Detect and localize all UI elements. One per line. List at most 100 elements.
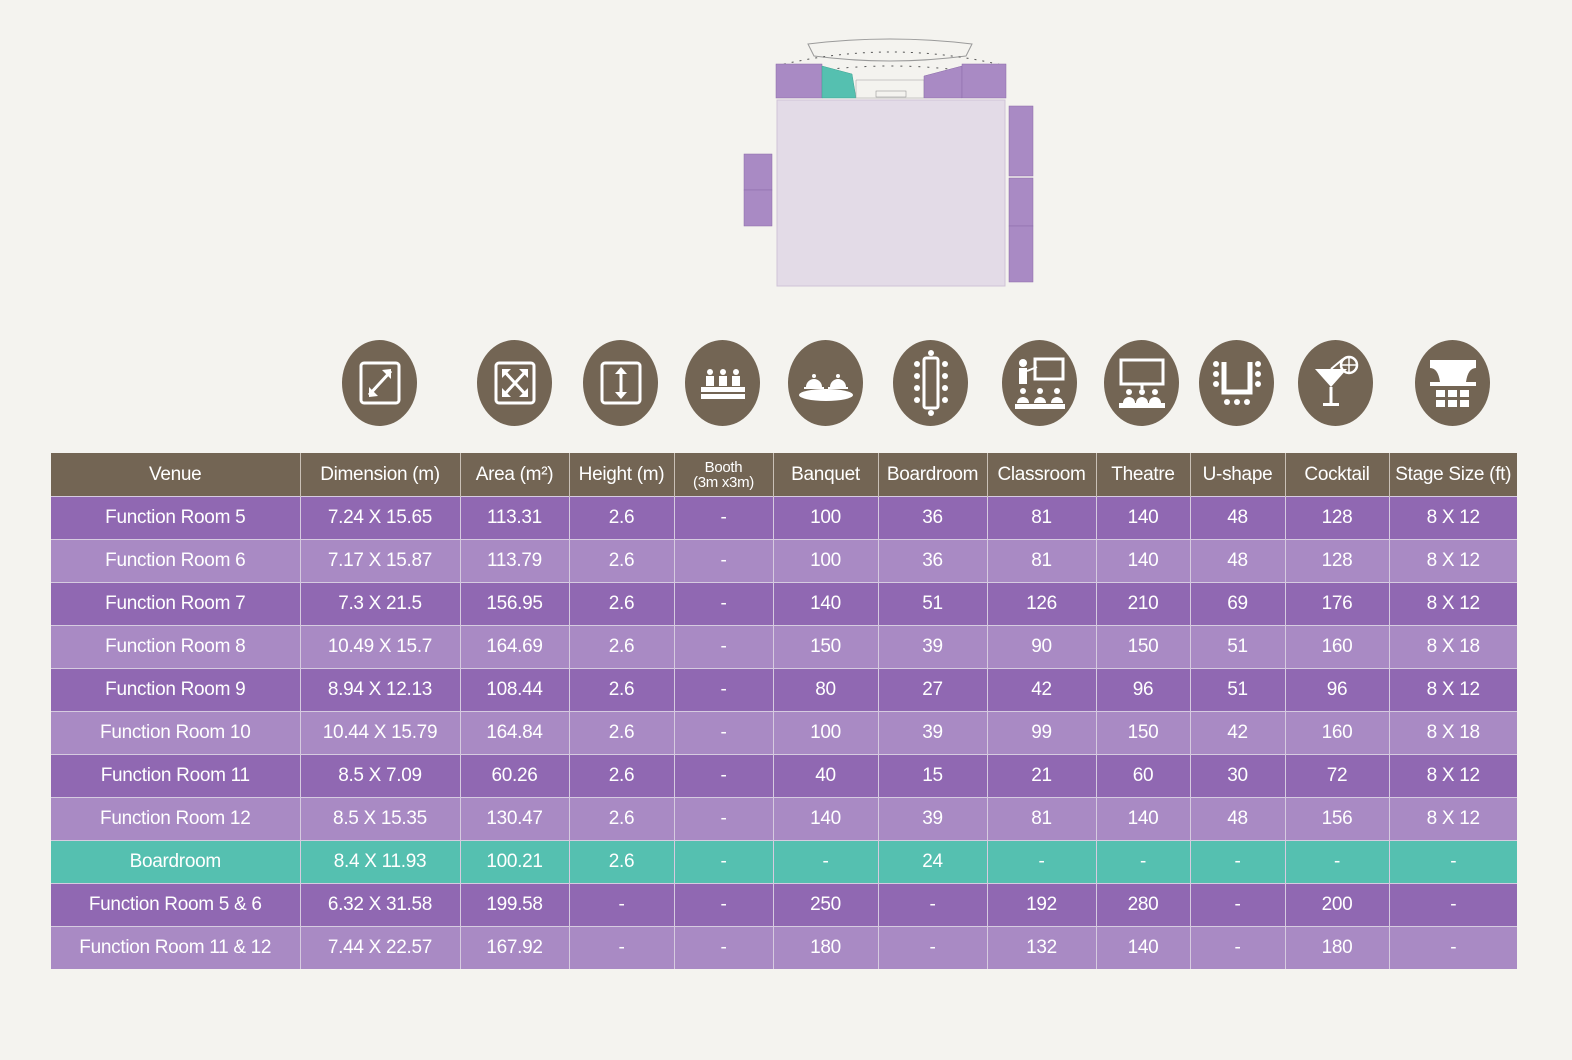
- table-row: Function Room 9 8.94 X 12.13 108.44 2.6-80 2…: [51, 668, 1517, 712]
- cell-venue: Function Room 11: [51, 754, 301, 798]
- table-row: Function Room 7 7.3 X 21.5 156.95 2.6-140 51…: [51, 582, 1517, 626]
- cell-cocktail: 96: [1285, 668, 1390, 712]
- cell-venue: Function Room 10: [51, 711, 301, 755]
- header-area: Area (m²): [460, 453, 570, 497]
- cell-stage: 8 X 12: [1389, 754, 1517, 798]
- cell-banquet: 150: [773, 625, 879, 669]
- cell-venue: Function Room 6: [51, 539, 301, 583]
- header-theatre: Theatre: [1096, 453, 1191, 497]
- cell-venue: Function Room 11 & 12: [51, 926, 301, 969]
- cell-booth: -: [674, 754, 774, 798]
- cell-dimension: 8.5 X 15.35: [300, 797, 461, 841]
- cell-banquet: 180: [773, 926, 879, 969]
- cell-boardroom: 39: [878, 711, 988, 755]
- cell-dimension: 8.94 X 12.13: [300, 668, 461, 712]
- cell-classroom: 90: [987, 625, 1097, 669]
- table-row: Function Room 11 8.5 X 7.09 60.26 2.6-40 15 2…: [51, 754, 1517, 798]
- floor-room-top-left: [775, 63, 823, 99]
- cell-classroom: 81: [987, 496, 1097, 540]
- cell-height: 2.6: [569, 754, 675, 798]
- cell-area: 130.47: [460, 797, 570, 841]
- cell-theatre: 150: [1096, 625, 1191, 669]
- cell-ushape: 51: [1190, 668, 1286, 712]
- header-classroom: Classroom: [987, 453, 1097, 497]
- theatre-icon: [1104, 340, 1179, 426]
- cell-area: 164.84: [460, 711, 570, 755]
- cell-height: 2.6: [569, 840, 675, 884]
- height-icon: [583, 340, 658, 426]
- cell-boardroom: -: [878, 926, 988, 969]
- cell-banquet: 140: [773, 797, 879, 841]
- header-cocktail: Cocktail: [1285, 453, 1390, 497]
- cell-banquet: 100: [773, 539, 879, 583]
- cell-cocktail: 180: [1285, 926, 1390, 969]
- cell-cocktail: 128: [1285, 539, 1390, 583]
- booth-icon: [685, 340, 760, 426]
- cell-stage: -: [1389, 926, 1517, 969]
- table-row: Boardroom 8.4 X 11.93 100.21 2.6- -24- - - - -: [51, 840, 1517, 884]
- u-shape-icon: [1199, 340, 1274, 426]
- cell-banquet: -: [773, 840, 879, 884]
- header-venue: Venue: [51, 453, 301, 497]
- cell-theatre: 140: [1096, 926, 1191, 969]
- table-row: Function Room 6 7.17 X 15.87 113.79 2.6-100…: [51, 539, 1517, 583]
- cell-stage: 8 X 12: [1389, 797, 1517, 841]
- header-height: Height (m): [569, 453, 675, 497]
- cell-height: 2.6: [569, 582, 675, 626]
- cell-banquet: 140: [773, 582, 879, 626]
- cell-stage: 8 X 12: [1389, 539, 1517, 583]
- header-stage: Stage Size (ft): [1389, 453, 1517, 497]
- cell-boardroom: 51: [878, 582, 988, 626]
- classroom-icon: [1002, 340, 1077, 426]
- cell-theatre: 96: [1096, 668, 1191, 712]
- cell-venue: Function Room 7: [51, 582, 301, 626]
- cell-ushape: 69: [1190, 582, 1286, 626]
- cell-theatre: 280: [1096, 883, 1191, 927]
- cell-booth: -: [674, 797, 774, 841]
- header-booth-line2: (3m x3m): [693, 473, 754, 491]
- cell-area: 113.79: [460, 539, 570, 583]
- cell-banquet: 80: [773, 668, 879, 712]
- cell-banquet: 250: [773, 883, 879, 927]
- table-row: Function Room 5 7.24 X 15.65 113.31 2.6-100…: [51, 496, 1517, 540]
- cell-stage: 8 X 18: [1389, 625, 1517, 669]
- cell-theatre: 140: [1096, 539, 1191, 583]
- header-boardroom: Boardroom: [878, 453, 988, 497]
- cell-classroom: 126: [987, 582, 1097, 626]
- cell-booth: -: [674, 539, 774, 583]
- cell-height: 2.6: [569, 711, 675, 755]
- cell-venue: Boardroom: [51, 840, 301, 884]
- cell-banquet: 100: [773, 496, 879, 540]
- cell-boardroom: -: [878, 883, 988, 927]
- cell-dimension: 8.4 X 11.93: [300, 840, 461, 884]
- cell-ushape: 30: [1190, 754, 1286, 798]
- cell-booth: -: [674, 926, 774, 969]
- cell-area: 164.69: [460, 625, 570, 669]
- cell-booth: -: [674, 625, 774, 669]
- cell-stage: 8 X 12: [1389, 582, 1517, 626]
- cocktail-icon: [1298, 340, 1373, 426]
- area-icon: [477, 340, 552, 426]
- cell-booth: -: [674, 840, 774, 884]
- cell-dimension: 7.24 X 15.65: [300, 496, 461, 540]
- header-dimension: Dimension (m): [300, 453, 461, 497]
- floor-room-highlight: [821, 65, 857, 99]
- cell-classroom: 99: [987, 711, 1097, 755]
- cell-classroom: -: [987, 840, 1097, 884]
- banquet-icon: [788, 340, 863, 426]
- cell-area: 60.26: [460, 754, 570, 798]
- cell-cocktail: -: [1285, 840, 1390, 884]
- cell-venue: Function Room 5: [51, 496, 301, 540]
- cell-dimension: 10.49 X 15.7: [300, 625, 461, 669]
- cell-venue: Function Room 8: [51, 625, 301, 669]
- cell-cocktail: 72: [1285, 754, 1390, 798]
- cell-boardroom: 24: [878, 840, 988, 884]
- cell-booth: -: [674, 883, 774, 927]
- stage-icon: [1415, 340, 1490, 426]
- floor-plan: [743, 38, 1034, 287]
- cell-cocktail: 160: [1285, 711, 1390, 755]
- cell-ushape: 48: [1190, 797, 1286, 841]
- table-row: Function Room 11 & 12 7.44 X 22.57 167.92-…: [51, 926, 1517, 969]
- cell-dimension: 10.44 X 15.79: [300, 711, 461, 755]
- cell-classroom: 81: [987, 797, 1097, 841]
